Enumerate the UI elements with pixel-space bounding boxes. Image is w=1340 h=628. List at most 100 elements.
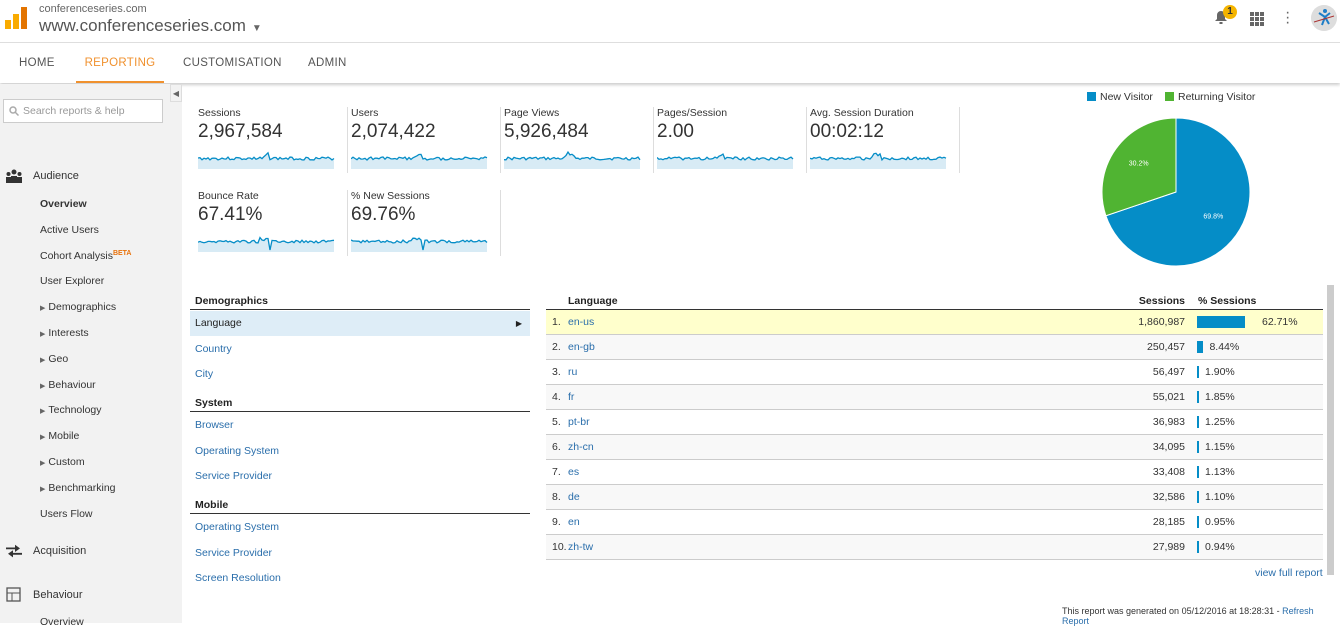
- dimension-label: Browser: [195, 419, 234, 431]
- sidebar-item-label: User Explorer: [40, 275, 105, 288]
- pie-chart: 69.8% 30.2%: [1101, 117, 1251, 267]
- sidebar-item-geo[interactable]: ▶ Geo: [40, 353, 68, 365]
- sidebar-item-label: Active Users: [40, 223, 99, 236]
- dimension-group-title: Mobile: [195, 499, 229, 511]
- language-link[interactable]: de: [568, 491, 580, 503]
- collapse-sidebar-button[interactable]: ◀: [170, 84, 182, 102]
- sessions-value: 32,586: [1152, 491, 1185, 503]
- metric-avg-session-duration[interactable]: Avg. Session Duration 00:02:12: [810, 107, 960, 173]
- row-rank: 3.: [552, 366, 561, 378]
- dimension-country[interactable]: Country: [190, 337, 530, 362]
- sidebar-item-cohort-analysis[interactable]: Cohort AnalysisBETA: [40, 250, 132, 262]
- pct-bar: [1197, 466, 1199, 478]
- table-row: 6. zh-cn 34,095 1.15%: [546, 435, 1323, 460]
- sidebar-item-technology[interactable]: ▶ Technology: [40, 404, 102, 416]
- table-row: 1. en-us 1,860,987 62.71%: [546, 310, 1323, 335]
- refresh-report-link[interactable]: Refresh Report: [1062, 606, 1314, 626]
- sidebar-item-mobile[interactable]: ▶ Mobile: [40, 430, 79, 442]
- sidebar-item-label: Interests: [48, 327, 89, 339]
- sidebar-item-label: Users Flow: [40, 507, 93, 520]
- sidebar-acquisition[interactable]: Acquisition: [33, 545, 87, 557]
- expand-triangle-icon: ▶: [40, 331, 46, 338]
- row-rank: 4.: [552, 391, 561, 403]
- sessions-value: 250,457: [1147, 341, 1185, 353]
- pie-slice-returning-visitor[interactable]: [1101, 117, 1177, 217]
- language-link[interactable]: zh-cn: [568, 441, 594, 453]
- sidebar-item-behaviour[interactable]: ▶ Behaviour: [40, 379, 96, 391]
- pct-bar: [1197, 516, 1199, 528]
- tab-reporting[interactable]: REPORTING: [76, 43, 164, 83]
- pct-bar: [1197, 541, 1199, 553]
- avatar[interactable]: [1311, 5, 1337, 31]
- language-link[interactable]: es: [568, 466, 580, 478]
- dimension-screen-resolution[interactable]: Screen Resolution: [190, 566, 530, 591]
- col-sessions[interactable]: Sessions: [1138, 295, 1185, 307]
- language-link[interactable]: fr: [568, 391, 575, 403]
- dimension-service-provider[interactable]: Service Provider: [190, 464, 530, 489]
- account-name: conferenceseries.com: [39, 3, 147, 15]
- language-link[interactable]: zh-tw: [568, 541, 594, 553]
- apps-grid-icon[interactable]: [1250, 12, 1264, 26]
- expand-triangle-icon: ▶: [40, 434, 46, 442]
- legend-new-visitor: New Visitor: [1087, 91, 1153, 103]
- dimension-operating-system[interactable]: Operating System: [190, 439, 530, 464]
- sidebar-item-interests[interactable]: ▶ Interests: [40, 327, 89, 339]
- dimension-label: Service Provider: [195, 470, 273, 482]
- pct-bar: [1197, 441, 1199, 453]
- language-link[interactable]: ru: [568, 366, 578, 378]
- metric-sessions[interactable]: Sessions 2,967,584: [198, 107, 348, 173]
- pct-bar: [1197, 341, 1204, 353]
- sidebar-audience[interactable]: Audience: [33, 170, 79, 182]
- search-placeholder: Search reports & help: [23, 105, 125, 117]
- metric-pages-session[interactable]: Pages/Session 2.00: [657, 107, 807, 173]
- dimension-group-title: System: [195, 397, 233, 409]
- view-full-report-link[interactable]: view full report: [1255, 567, 1323, 579]
- col-language[interactable]: Language: [568, 295, 618, 307]
- dimension-city[interactable]: City: [190, 362, 530, 387]
- tab-admin[interactable]: ADMIN: [308, 57, 347, 69]
- dimension-browser[interactable]: Browser: [190, 413, 530, 438]
- tab-home[interactable]: HOME: [19, 57, 55, 69]
- language-link[interactable]: en-gb: [568, 341, 595, 353]
- col-pct-sessions[interactable]: % Sessions: [1198, 295, 1257, 307]
- sidebar-item-custom[interactable]: ▶ Custom: [40, 456, 85, 468]
- tab-customisation[interactable]: CUSTOMISATION: [183, 57, 282, 69]
- sidebar-item-benchmarking[interactable]: ▶ Benchmarking: [40, 482, 116, 494]
- expand-triangle-icon: ▶: [40, 382, 46, 390]
- sidebar-item-overview[interactable]: Overview: [40, 198, 87, 210]
- dimension-label: Operating System: [195, 521, 280, 533]
- metric-value: 5,926,484: [504, 121, 589, 142]
- metric-label: Pages/Session: [657, 107, 728, 119]
- dimension-operating-system[interactable]: Operating System: [190, 515, 530, 540]
- metric-page-views[interactable]: Page Views 5,926,484: [504, 107, 654, 173]
- sidebar-behaviour-overview[interactable]: Overview: [40, 616, 84, 628]
- language-link[interactable]: en: [568, 516, 580, 528]
- search-input[interactable]: Search reports & help: [3, 99, 163, 123]
- language-link[interactable]: pt-br: [568, 416, 590, 428]
- sidebar-item-user-explorer[interactable]: User Explorer: [40, 275, 104, 287]
- metric-users[interactable]: Users 2,074,422: [351, 107, 501, 173]
- language-link[interactable]: en-us: [568, 316, 595, 328]
- more-vert-icon[interactable]: · · ·: [1285, 4, 1291, 31]
- pct-value: 62.71%: [1262, 316, 1298, 328]
- expand-triangle-icon: ▶: [40, 356, 46, 364]
- property-name: www.conferenceseries.com: [39, 16, 246, 35]
- metric-value: 2.00: [657, 121, 694, 142]
- sidebar: ◀ Search reports & help Audience Overvie…: [0, 84, 182, 628]
- metric--new-sessions[interactable]: % New Sessions 69.76%: [351, 190, 501, 256]
- metric-bounce-rate[interactable]: Bounce Rate 67.41%: [198, 190, 348, 256]
- sidebar-behaviour[interactable]: Behaviour: [33, 589, 83, 601]
- dimension-language[interactable]: Language ▶: [190, 311, 530, 336]
- pie-label: 30.2%: [1129, 160, 1149, 167]
- dimension-service-provider[interactable]: Service Provider: [190, 541, 530, 566]
- expand-triangle-icon: ▶: [40, 305, 46, 313]
- dimension-group-title: Demographics: [195, 295, 268, 307]
- sidebar-item-demographics[interactable]: ▶ Demographics: [40, 301, 116, 313]
- property-selector[interactable]: www.conferenceseries.com ▼: [39, 16, 262, 36]
- metric-label: Sessions: [198, 107, 241, 119]
- scrollbar[interactable]: [1327, 285, 1334, 575]
- sidebar-item-users-flow[interactable]: Users Flow: [40, 508, 93, 520]
- sidebar-item-active-users[interactable]: Active Users: [40, 224, 99, 236]
- pie-slice-new-visitor[interactable]: [1105, 117, 1251, 267]
- sessions-value: 55,021: [1152, 391, 1185, 403]
